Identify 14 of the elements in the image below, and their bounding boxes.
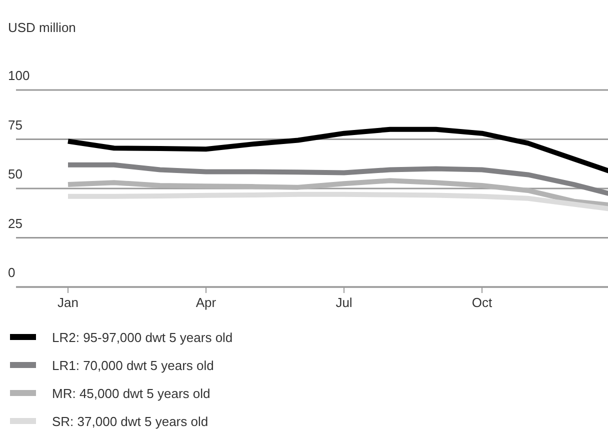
x-tick-label: Oct bbox=[472, 295, 492, 310]
x-tick-label: Jul bbox=[336, 295, 352, 310]
legend-label: LR2: 95-97,000 dwt 5 years old bbox=[52, 330, 233, 345]
legend-label: LR1: 70,000 dwt 5 years old bbox=[52, 358, 214, 373]
y-tick-label: 50 bbox=[8, 166, 22, 182]
x-tick-label: Jan bbox=[58, 295, 78, 310]
y-tick-label: 0 bbox=[8, 265, 16, 280]
y-tick-label: 25 bbox=[8, 216, 22, 231]
legend-label: MR: 45,000 dwt 5 years old bbox=[52, 386, 210, 401]
y-tick-label: 75 bbox=[8, 117, 22, 132]
x-tick-label: Apr bbox=[196, 295, 217, 310]
y-tick-label: 100 bbox=[8, 68, 30, 83]
legend-label: SR: 37,000 dwt 5 years old bbox=[52, 414, 208, 429]
y-axis-title: USD million bbox=[8, 20, 76, 35]
